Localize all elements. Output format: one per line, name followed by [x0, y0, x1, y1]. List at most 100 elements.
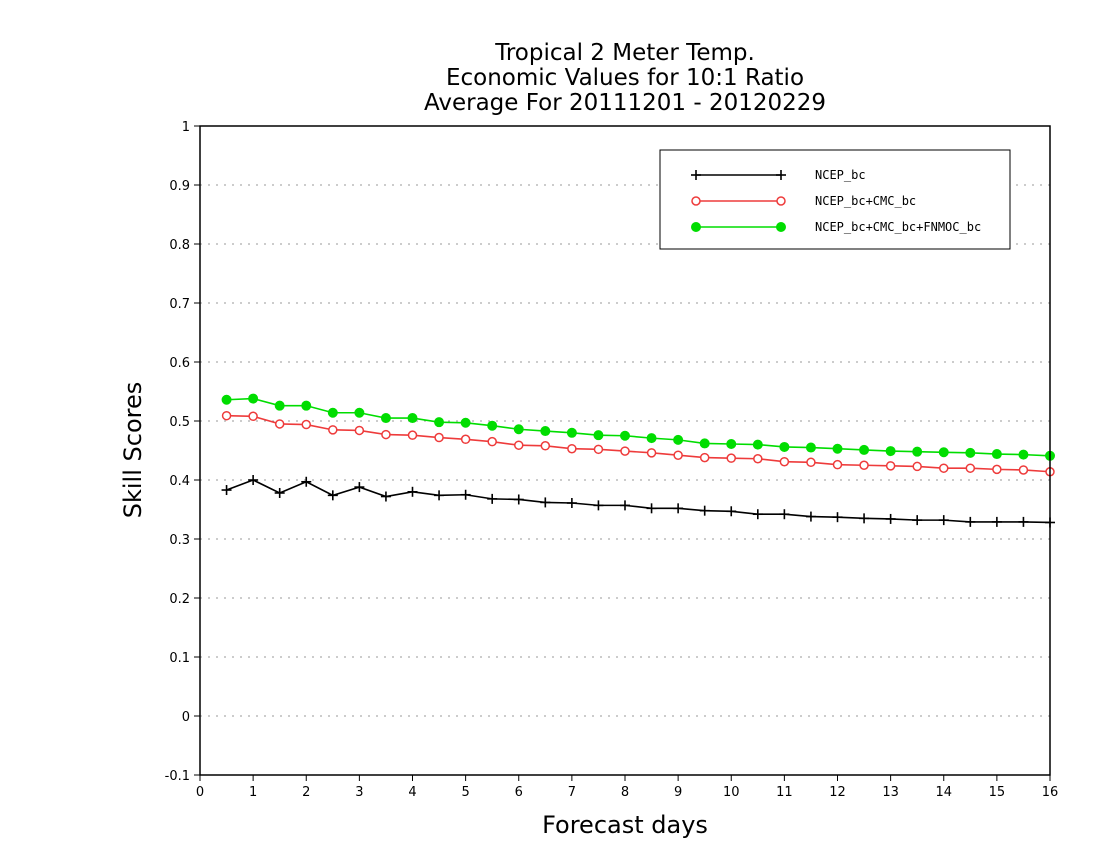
title-line-2: Economic Values for 10:1 Ratio — [446, 65, 804, 91]
data-point — [354, 482, 365, 493]
x-tick-label: 9 — [674, 785, 682, 800]
data-point — [274, 400, 285, 411]
data-point — [381, 429, 391, 440]
y-tick-label: 0.5 — [169, 415, 190, 430]
data-point — [1018, 465, 1029, 475]
y-tick-label: 0.6 — [169, 356, 190, 371]
series-3 — [221, 393, 1055, 461]
series-1 — [221, 475, 1055, 528]
data-point — [274, 419, 285, 429]
data-point — [885, 446, 896, 457]
x-tick-label: 1 — [249, 785, 257, 800]
data-point — [806, 457, 816, 468]
y-tick-label: 0.8 — [169, 238, 190, 253]
data-point — [380, 413, 391, 424]
y-tick-label: 0 — [182, 710, 190, 725]
data-point — [567, 443, 577, 454]
data-point — [407, 486, 418, 497]
data-point — [380, 491, 391, 502]
data-point — [460, 417, 471, 428]
data-point — [460, 434, 471, 445]
data-point — [593, 444, 604, 455]
data-point — [354, 425, 365, 436]
data-point — [248, 475, 259, 485]
data-point — [699, 438, 710, 449]
data-point — [753, 454, 763, 464]
data-point — [859, 444, 870, 455]
data-point — [301, 400, 312, 411]
y-tick-label: 0.2 — [169, 592, 190, 607]
x-tick-label: 16 — [1042, 785, 1059, 800]
chart-title: Tropical 2 Meter Temp. Economic Values f… — [424, 40, 826, 116]
y-tick-label: 0.1 — [169, 651, 190, 666]
x-tick-label: 4 — [408, 785, 416, 800]
data-point — [885, 513, 896, 524]
legend-marker — [776, 222, 786, 232]
data-point — [912, 461, 922, 472]
legend-marker — [776, 196, 786, 206]
x-tick-label: 13 — [882, 785, 899, 800]
data-point — [859, 460, 869, 470]
data-point — [832, 459, 843, 470]
data-point — [752, 439, 763, 450]
legend-item-1: NCEP_bc — [691, 168, 866, 182]
data-point — [354, 407, 365, 418]
data-point — [726, 506, 737, 517]
data-point — [779, 509, 790, 520]
data-point — [938, 515, 949, 526]
legend-label: NCEP_bc+CMC_bc — [815, 194, 916, 208]
data-point — [620, 430, 630, 441]
data-point — [1018, 516, 1029, 527]
data-point — [460, 489, 471, 500]
data-point — [673, 450, 683, 460]
y-tick-label: -0.1 — [165, 769, 190, 784]
data-point — [274, 487, 285, 498]
data-point — [513, 494, 524, 505]
data-point — [965, 516, 976, 527]
y-tick-label: 0.7 — [169, 297, 190, 312]
legend-box — [659, 149, 1011, 250]
data-point — [487, 436, 497, 447]
title-line-1: Tropical 2 Meter Temp. — [494, 40, 755, 66]
data-point — [726, 439, 737, 450]
data-point — [938, 447, 949, 458]
data-point — [327, 407, 338, 418]
x-tick-label: 12 — [829, 785, 846, 800]
data-point — [646, 433, 657, 444]
gridlines — [200, 184, 1050, 717]
x-tick-label: 8 — [621, 785, 629, 800]
legend-marker — [691, 170, 701, 180]
data-point — [939, 463, 949, 473]
data-point — [301, 476, 312, 487]
data-point — [752, 509, 763, 520]
data-point — [566, 498, 577, 509]
data-point — [859, 513, 870, 524]
data-point — [832, 512, 843, 523]
data-point — [221, 410, 232, 421]
data-point — [726, 453, 736, 463]
data-point — [1018, 449, 1029, 460]
legend-label: NCEP_bc+CMC_bc+FNMOC_bc — [815, 220, 981, 234]
data-point — [328, 425, 338, 435]
data-point — [221, 394, 232, 405]
legend-label: NCEP_bc — [815, 168, 866, 182]
x-tick-label: 2 — [302, 785, 310, 800]
data-point — [620, 500, 630, 511]
data-point — [885, 461, 896, 471]
data-point — [646, 503, 657, 514]
data-point — [805, 511, 816, 522]
series-2 — [221, 410, 1055, 477]
data-point — [832, 443, 843, 454]
x-tick-label: 15 — [989, 785, 1006, 800]
series-line — [226, 414, 1051, 473]
data-point — [699, 452, 710, 463]
data-point — [540, 426, 551, 437]
data-point — [779, 456, 790, 467]
y-tick-label: 0.9 — [169, 179, 190, 194]
x-tick-label: 7 — [568, 785, 576, 800]
x-tick-label: 6 — [515, 785, 523, 800]
data-point — [407, 413, 418, 424]
data-point — [434, 417, 445, 428]
x-tick-label: 14 — [935, 785, 952, 800]
